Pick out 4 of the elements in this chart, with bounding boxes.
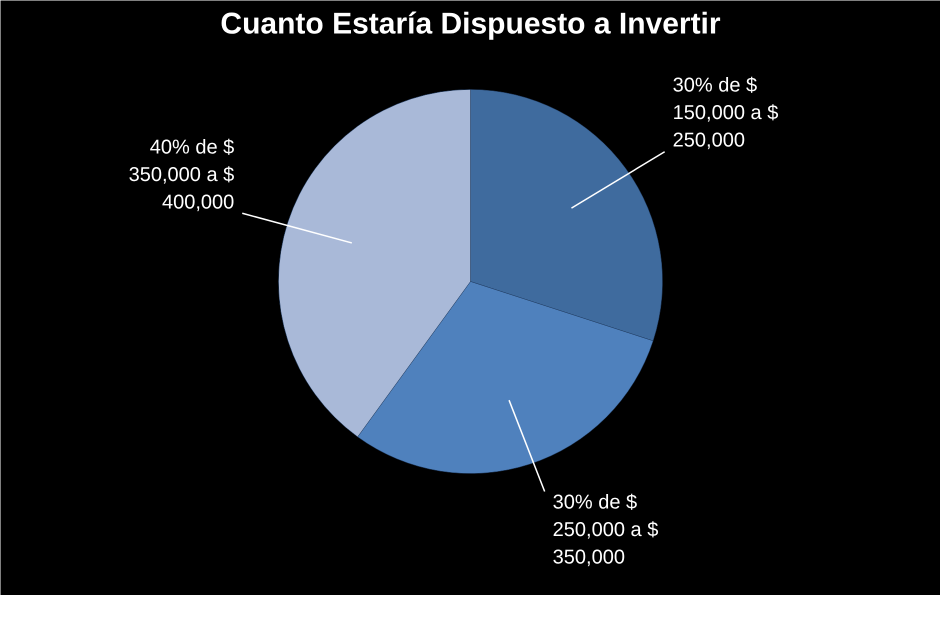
slice-label: 40% de $ 350,000 a $ 400,000 — [128, 136, 234, 214]
slice-label: 30% de $ 250,000 a $ 350,000 — [552, 491, 658, 568]
chart-title: Cuanto Estaría Dispuesto a Invertir — [220, 8, 721, 40]
slice-label: 30% de $ 150,000 a $ 250,000 — [672, 74, 778, 152]
